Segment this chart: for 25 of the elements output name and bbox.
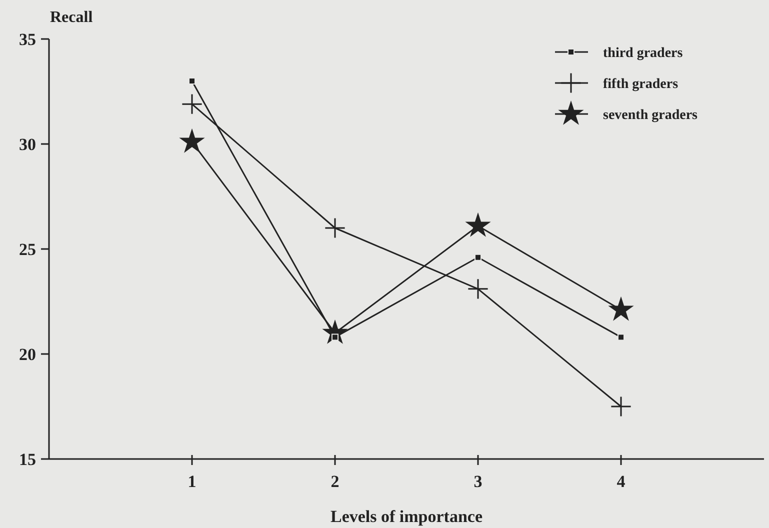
point [618,334,624,341]
point [324,217,346,239]
point [610,396,632,418]
point [474,254,482,261]
x-tick-label: 3 [474,472,482,491]
y-tick-label: 15 [19,450,36,469]
y-tick-label: 20 [19,344,36,364]
y-tick-label: 35 [19,30,36,49]
legend-label: seventh graders [603,108,698,123]
x-axis-title: Levels of importance [330,507,483,526]
point [467,278,489,300]
point [181,94,203,115]
legend-label: fifth graders [603,76,679,92]
y-axis-title: Recall [50,9,94,26]
point [609,298,633,320]
x-tick-label: 1 [188,472,196,491]
point [188,78,196,84]
legend-label: third graders [603,46,684,61]
y-tick-label: 25 [19,240,36,259]
x-tick-label: 2 [330,472,340,491]
point [332,334,338,341]
y-tick-label: 30 [19,134,36,154]
x-tick-label: 4 [616,472,626,491]
point [180,130,204,152]
point [466,214,490,236]
